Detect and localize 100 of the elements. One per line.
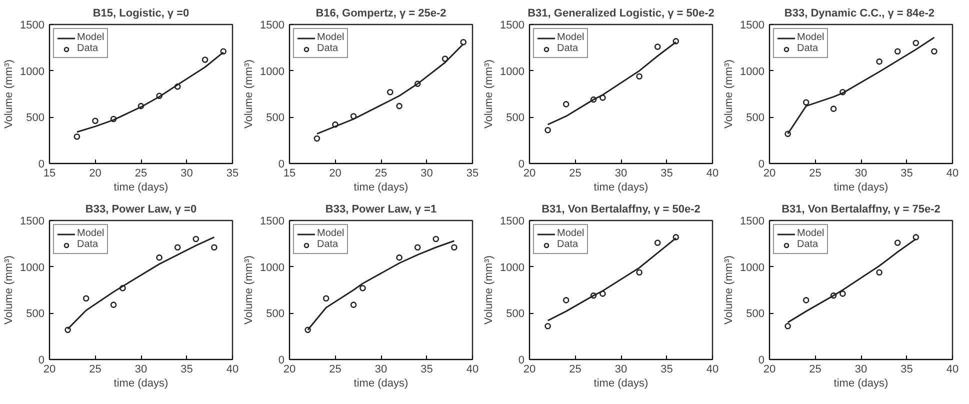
legend-label: Data xyxy=(797,43,818,54)
y-tick-label: 1500 xyxy=(20,20,45,32)
x-tick-label: 25 xyxy=(569,364,582,376)
y-tick-label: 1000 xyxy=(500,66,525,78)
y-tick-label: 500 xyxy=(746,308,765,320)
x-tick-label: 25 xyxy=(569,168,582,180)
x-tick-label: 40 xyxy=(946,364,959,376)
y-tick-label: 500 xyxy=(266,112,285,124)
legend-label: Model xyxy=(557,32,584,43)
x-tick-label: 35 xyxy=(420,364,433,376)
x-tick-label: 35 xyxy=(466,168,479,180)
legend-label: Data xyxy=(557,239,578,250)
x-tick-label: 35 xyxy=(660,168,673,180)
x-tick-label: 40 xyxy=(706,168,719,180)
legend-label: Data xyxy=(77,239,98,250)
y-tick-label: 1500 xyxy=(500,20,525,32)
chart-title: B33, Dynamic C.C., γ = 84e-2 xyxy=(784,8,935,20)
x-tick-label: 35 xyxy=(900,364,913,376)
legend-label: Model xyxy=(77,32,104,43)
y-tick-label: 1500 xyxy=(260,216,285,228)
y-tick-label: 500 xyxy=(746,112,765,124)
x-tick-label: 40 xyxy=(226,364,239,376)
y-tick-label: 1500 xyxy=(500,216,525,228)
x-tick-label: 20 xyxy=(763,168,776,180)
chart-title: B16, Gompertz, γ = 25e-2 xyxy=(316,8,446,20)
x-tick-label: 20 xyxy=(523,364,536,376)
y-tick-label: 1000 xyxy=(500,262,525,274)
x-axis-title: time (days) xyxy=(834,182,888,194)
x-tick-label: 25 xyxy=(809,364,822,376)
y-axis-title: Volume (mm³) xyxy=(723,59,736,129)
x-tick-label: 20 xyxy=(763,364,776,376)
x-tick-label: 35 xyxy=(900,168,913,180)
x-tick-label: 30 xyxy=(854,364,868,376)
x-tick-label: 30 xyxy=(854,168,868,180)
x-tick-label: 35 xyxy=(180,364,193,376)
y-tick-label: 1500 xyxy=(740,20,765,32)
chart-title: B31, Generalized Logistic, γ = 50e-2 xyxy=(528,8,714,20)
y-tick-label: 1000 xyxy=(260,262,285,274)
y-axis-title: Volume (mm³) xyxy=(3,59,16,129)
y-tick-label: 0 xyxy=(758,158,765,170)
x-tick-label: 25 xyxy=(809,168,822,180)
x-tick-label: 30 xyxy=(614,364,628,376)
legend-label: Data xyxy=(557,43,578,54)
legend-label: Model xyxy=(557,228,584,239)
x-tick-label: 15 xyxy=(283,168,296,180)
y-tick-label: 500 xyxy=(26,308,45,320)
x-tick-label: 25 xyxy=(134,168,148,180)
x-tick-label: 20 xyxy=(329,168,342,180)
y-tick-label: 0 xyxy=(278,354,285,366)
y-tick-label: 1000 xyxy=(20,66,45,78)
x-tick-label: 25 xyxy=(374,168,388,180)
x-tick-label: 20 xyxy=(43,364,56,376)
x-tick-label: 35 xyxy=(226,168,239,180)
y-axis-title: Volume (mm³) xyxy=(483,255,496,325)
y-tick-label: 0 xyxy=(518,354,525,366)
x-tick-label: 25 xyxy=(89,364,102,376)
legend-label: Model xyxy=(797,32,824,43)
y-tick-label: 0 xyxy=(38,158,45,170)
y-axis-title: Volume (mm³) xyxy=(243,59,256,129)
y-tick-label: 0 xyxy=(758,354,765,366)
y-tick-label: 1000 xyxy=(20,262,45,274)
x-tick-label: 30 xyxy=(180,168,193,180)
legend-label: Model xyxy=(317,32,344,43)
y-axis-title: Volume (mm³) xyxy=(3,255,16,325)
y-tick-label: 0 xyxy=(278,158,285,170)
chart-title: B15, Logistic, γ =0 xyxy=(92,8,190,20)
x-axis-title: time (days) xyxy=(594,182,648,194)
y-tick-label: 500 xyxy=(26,112,45,124)
x-axis-title: time (days) xyxy=(354,182,408,194)
y-tick-label: 500 xyxy=(506,112,525,124)
y-tick-label: 1000 xyxy=(740,66,765,78)
x-tick-label: 20 xyxy=(89,168,102,180)
legend-label: Data xyxy=(77,43,98,54)
x-tick-label: 30 xyxy=(374,364,388,376)
chart-title: B31, Von Bertalaffny, γ = 50e-2 xyxy=(542,204,700,216)
x-tick-label: 15 xyxy=(43,168,56,180)
x-tick-label: 30 xyxy=(134,364,148,376)
y-axis-title: Volume (mm³) xyxy=(723,255,736,325)
x-tick-label: 20 xyxy=(283,364,296,376)
legend-label: Data xyxy=(317,239,338,250)
y-tick-label: 0 xyxy=(38,354,45,366)
x-tick-label: 30 xyxy=(614,168,628,180)
x-axis-title: time (days) xyxy=(594,378,648,390)
y-tick-label: 1500 xyxy=(260,20,285,32)
chart-title: B33, Power Law, γ =0 xyxy=(85,204,197,216)
x-axis-title: time (days) xyxy=(354,378,408,390)
legend-label: Data xyxy=(317,43,338,54)
legend-label: Model xyxy=(77,228,104,239)
y-tick-label: 500 xyxy=(266,308,285,320)
y-tick-label: 1500 xyxy=(20,216,45,228)
y-tick-label: 500 xyxy=(506,308,525,320)
x-tick-label: 30 xyxy=(420,168,433,180)
y-tick-label: 0 xyxy=(518,158,525,170)
y-axis-title: Volume (mm³) xyxy=(483,59,496,129)
x-tick-label: 35 xyxy=(660,364,673,376)
y-tick-label: 1000 xyxy=(740,262,765,274)
x-axis-title: time (days) xyxy=(114,378,168,390)
x-tick-label: 40 xyxy=(466,364,479,376)
chart-title: B33, Power Law, γ =1 xyxy=(325,204,437,216)
x-axis-title: time (days) xyxy=(834,378,888,390)
